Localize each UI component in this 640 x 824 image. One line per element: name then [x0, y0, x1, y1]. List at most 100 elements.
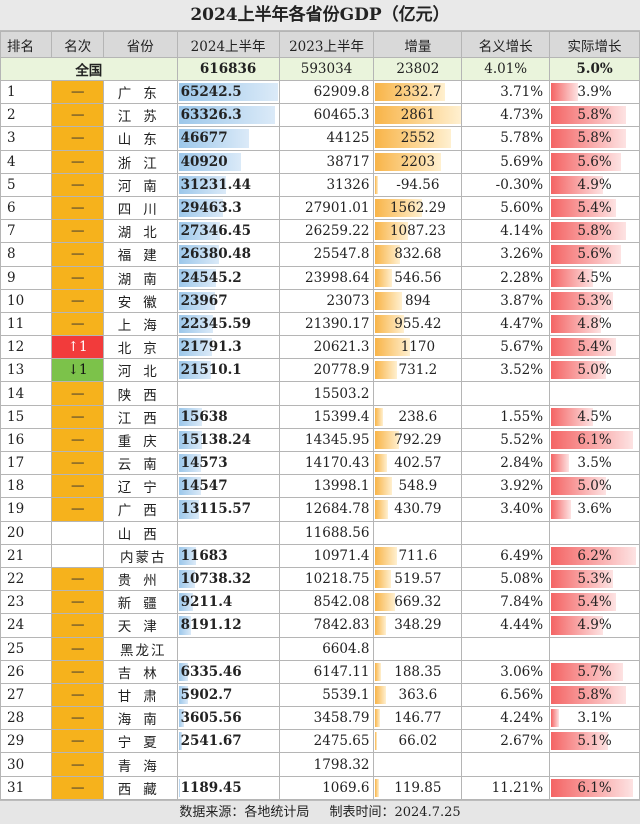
gdp2024-bar — [178, 268, 216, 287]
cell-province: 新疆 — [102, 590, 178, 615]
gdp2024-value: 15638 — [180, 408, 228, 425]
cell-rank-change: — — [51, 474, 104, 499]
cell-increase: 1170 — [373, 335, 463, 360]
increase-value: 955.42 — [394, 315, 442, 332]
cell-increase: 519.57 — [373, 566, 463, 592]
real-growth-value: 5.8% — [577, 107, 612, 124]
cell-real-growth: 4.5% — [549, 265, 640, 290]
cell-province: 河南 — [102, 172, 178, 197]
cell-gdp2023: 44125 — [278, 126, 375, 151]
cell-province: 黑龙江 — [102, 636, 178, 661]
cell-rank-change: — — [51, 242, 104, 267]
cell-gdp2024: 6335.46 — [176, 659, 280, 684]
table-row: 12 ↑1 北京 21791.3 20621.3 1170 5.67% 5.4% — [0, 335, 640, 360]
cell-rank: 28 — [0, 706, 53, 731]
cell-rank: 8 — [0, 242, 53, 267]
cell-nominal-growth: 3.52% — [461, 358, 551, 383]
cell-real-growth: 5.0% — [549, 474, 640, 499]
gdp2024-bar — [178, 222, 221, 241]
increase-value: 2552 — [400, 130, 436, 147]
cell-real-growth: 5.1% — [549, 729, 640, 754]
real-growth-value: 5.3% — [577, 571, 612, 588]
cell-rank: 27 — [0, 682, 53, 708]
cell-nominal-growth: 4.44% — [461, 613, 551, 638]
cell-province: 山东 — [102, 126, 178, 151]
header-change[interactable]: 名次 — [51, 31, 104, 58]
cell-increase: 119.85 — [373, 775, 463, 800]
increase-bar — [375, 546, 397, 565]
cell-real-growth: 5.8% — [549, 219, 640, 244]
cell-nominal-growth: 5.52% — [461, 427, 551, 453]
increase-value: 66.02 — [398, 733, 438, 750]
real-growth-value: 3.5% — [577, 455, 612, 472]
real-growth-value: 5.8% — [577, 686, 612, 703]
real-growth-value: 5.6% — [577, 246, 612, 263]
gdp2024-value: 1189.45 — [180, 779, 242, 796]
cell-province: 宁夏 — [102, 729, 178, 754]
cell-rank-change: — — [51, 195, 104, 221]
cell-gdp2023: 12684.78 — [278, 497, 375, 522]
cell-rank: 22 — [0, 566, 53, 592]
cell-increase — [373, 752, 463, 777]
page-title: 2024上半年各省份GDP（亿元） — [0, 0, 640, 31]
cell-real-growth: 3.5% — [549, 450, 640, 476]
real-growth-bar — [551, 430, 634, 449]
cell-rank-change: — — [51, 126, 104, 151]
increase-bar — [375, 268, 392, 287]
real-growth-value: 5.7% — [577, 663, 612, 680]
gdp2024-value: 63326.3 — [180, 107, 242, 124]
cell-rank: 3 — [0, 126, 53, 151]
cell-increase: 832.68 — [373, 242, 463, 267]
cell-gdp2023: 23073 — [278, 288, 375, 313]
real-growth-bar — [551, 546, 636, 565]
header-gdp2024[interactable]: 2024上半年 — [176, 31, 280, 58]
increase-value: 2861 — [400, 107, 436, 124]
gdp2024-value: 21510.1 — [180, 362, 242, 379]
cell-gdp2023: 14170.43 — [278, 450, 375, 476]
cell-real-growth: 6.2% — [549, 543, 640, 568]
increase-value: 348.29 — [394, 617, 442, 634]
increase-value: 832.68 — [394, 246, 442, 263]
table-row: 11— 上海 22345.59 21390.17 955.42 4.47% 4.8% — [0, 311, 640, 337]
header-gdp2023[interactable]: 2023上半年 — [278, 31, 375, 58]
header-nominal[interactable]: 名义增长 — [461, 31, 551, 58]
real-growth-value: 3.9% — [577, 84, 612, 101]
table-row: 9— 湖南 24545.2 23998.64 546.56 2.28% 4.5% — [0, 265, 640, 290]
real-growth-value: 4.5% — [577, 269, 612, 286]
cell-province: 贵州 — [102, 566, 178, 592]
cell-real-growth: 6.1% — [549, 775, 640, 800]
table-row: 28— 海南 3605.56 3458.79 146.77 4.24% 3.1% — [0, 706, 640, 731]
national-nominal: 4.01% — [461, 57, 551, 81]
cell-province: 甘肃 — [102, 682, 178, 708]
cell-nominal-growth: 5.60% — [461, 195, 551, 221]
header-province[interactable]: 省份 — [102, 31, 178, 58]
real-growth-bar — [551, 477, 606, 496]
header-real[interactable]: 实际增长 — [549, 31, 640, 58]
header-increase[interactable]: 增量 — [373, 31, 463, 58]
cell-province: 青海 — [102, 752, 178, 777]
cell-gdp2023: 11688.56 — [278, 520, 375, 545]
cell-province: 广西 — [102, 497, 178, 522]
cell-gdp2023: 8542.08 — [278, 590, 375, 615]
increase-value: 2332.7 — [394, 84, 442, 101]
cell-province: 安徽 — [102, 288, 178, 313]
cell-increase: 2203 — [373, 149, 463, 174]
cell-province: 湖北 — [102, 219, 178, 244]
cell-gdp2024: 46677 — [176, 126, 280, 151]
real-growth-bar — [551, 407, 594, 426]
cell-increase: 238.6 — [373, 404, 463, 429]
cell-rank-change — [51, 520, 104, 545]
cell-gdp2024: 21510.1 — [176, 358, 280, 383]
real-growth-bar — [551, 129, 626, 148]
cell-province: 天津 — [102, 613, 178, 638]
header-rank[interactable]: 排名 — [0, 31, 53, 58]
cell-nominal-growth: 5.69% — [461, 149, 551, 174]
cell-real-growth: 4.8% — [549, 311, 640, 337]
cell-gdp2023: 14345.95 — [278, 427, 375, 453]
real-growth-value: 5.8% — [577, 223, 612, 240]
cell-increase: 669.32 — [373, 590, 463, 615]
cell-nominal-growth: 1.55% — [461, 404, 551, 429]
cell-province: 福建 — [102, 242, 178, 267]
real-growth-bar — [551, 83, 579, 102]
cell-gdp2023: 20778.9 — [278, 358, 375, 383]
